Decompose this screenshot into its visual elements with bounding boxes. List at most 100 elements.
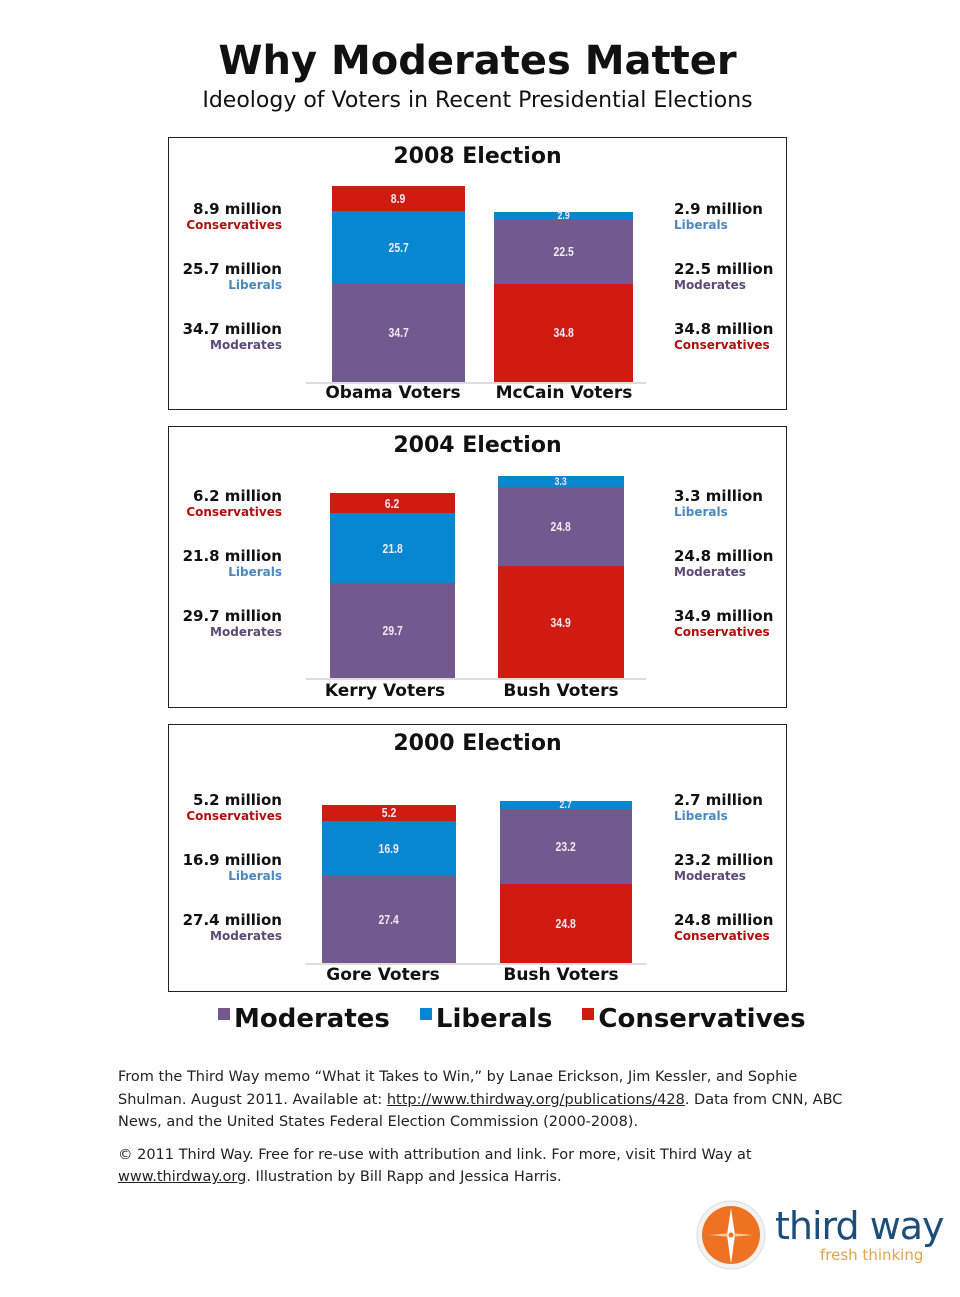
annotation-category: Liberals xyxy=(674,505,728,519)
annotation-value: 8.9 million xyxy=(193,200,282,218)
bar-segment-moderates: 27.4 xyxy=(322,875,456,963)
bar-segment-moderates: 22.5 xyxy=(494,219,633,284)
bar-segment-liberals: 25.7 xyxy=(332,211,465,284)
annotation-category: Moderates xyxy=(210,338,282,352)
bar-segment-moderates: 29.7 xyxy=(330,582,455,678)
side-annotation: 2.9 million Liberals xyxy=(674,200,824,232)
data-label: 8.9 xyxy=(391,190,406,206)
x-tick-label: Gore Voters xyxy=(326,965,440,985)
side-annotation: 23.2 million Moderates xyxy=(674,851,824,883)
publication-link[interactable]: http://www.thirdway.org/publications/428 xyxy=(386,1091,685,1108)
annotation-value: 27.4 million xyxy=(182,911,282,929)
annotation-value: 34.8 million xyxy=(674,320,774,338)
side-annotation: 34.9 million Conservatives xyxy=(674,607,824,639)
side-annotation: 6.2 million Conservatives xyxy=(132,487,282,519)
source-note: From the Third Way memo “What it Takes t… xyxy=(118,1066,858,1199)
annotation-category: Liberals xyxy=(674,809,728,823)
legend-item-liberals: Liberals xyxy=(419,1004,553,1034)
annotation-value: 5.2 million xyxy=(193,791,282,809)
data-label: 5.2 xyxy=(381,805,397,821)
annotation-value: 24.8 million xyxy=(674,547,774,565)
annotation-category: Conservatives xyxy=(674,338,770,352)
x-tick-label: Kerry Voters xyxy=(324,681,446,701)
data-label: 16.9 xyxy=(378,840,400,856)
side-annotation: 22.5 million Moderates xyxy=(674,260,824,292)
bar-segment-conservatives: 34.8 xyxy=(494,283,633,382)
side-annotation: 29.7 million Moderates xyxy=(132,607,282,639)
chart-2000: 2000 Election 27.4 16.9 5.2 Gore Voters 24.8 2… xyxy=(168,724,787,992)
bar-segment-liberals: 2.7 xyxy=(500,799,632,812)
annotation-category: Conservatives xyxy=(186,218,282,232)
source-text: From the Third Way memo “What it Takes t… xyxy=(118,1069,798,1108)
legend: Moderates Liberals Conservatives xyxy=(218,1004,806,1034)
bar-segment-conservatives: 5.2 xyxy=(322,804,456,822)
side-annotation: 25.7 million Liberals xyxy=(132,260,282,292)
bar-segment-liberals: 21.8 xyxy=(330,513,455,583)
legend-label: Moderates xyxy=(234,1004,390,1034)
data-label: 3.3 xyxy=(554,475,568,488)
annotation-category: Liberals xyxy=(674,218,728,232)
annotation-value: 34.9 million xyxy=(674,607,774,625)
bar-segment-conservatives: 8.9 xyxy=(332,185,465,212)
legend-swatch xyxy=(419,1008,432,1020)
annotation-value: 25.7 million xyxy=(182,260,282,278)
bar-segment-conservatives: 24.8 xyxy=(500,883,632,963)
chart-2008: 2008 Election 34.7 25.7 8.9 Obama Voters 34.8… xyxy=(168,137,787,410)
legend-label: Conservatives xyxy=(598,1004,806,1034)
legend-item-conservatives: Conservatives xyxy=(582,1004,806,1034)
side-annotation: 3.3 million Liberals xyxy=(674,487,824,519)
annotation-category: Conservatives xyxy=(674,929,770,943)
legend-item-moderates: Moderates xyxy=(218,1004,390,1034)
annotation-category: Conservatives xyxy=(674,625,770,639)
data-label: 34.8 xyxy=(553,325,574,341)
side-annotation: 34.8 million Conservatives xyxy=(674,320,824,352)
annotation-category: Conservatives xyxy=(186,505,282,519)
x-tick-label: Bush Voters xyxy=(503,681,619,701)
bar-segment-liberals: 3.3 xyxy=(498,475,624,488)
side-annotation: 24.8 million Conservatives xyxy=(674,911,824,943)
x-tick-label: Obama Voters xyxy=(325,383,461,403)
baseline xyxy=(306,678,646,680)
data-label: 23.2 xyxy=(555,839,577,854)
annotation-value: 21.8 million xyxy=(182,547,282,565)
annotation-category: Liberals xyxy=(228,278,282,292)
thirdway-link[interactable]: www.thirdway.org xyxy=(118,1169,247,1185)
copyright-text: © 2011 Third Way. Free for re-use with a… xyxy=(118,1146,752,1163)
annotation-category: Liberals xyxy=(228,869,282,883)
page-subtitle: Ideology of Voters in Recent Presidentia… xyxy=(202,88,753,113)
side-annotation: 16.9 million Liberals xyxy=(132,851,282,883)
chart-title: 2004 Election xyxy=(393,433,562,458)
data-label: 29.7 xyxy=(382,622,403,638)
side-annotation: 8.9 million Conservatives xyxy=(132,200,282,232)
page-title: Why Moderates Matter xyxy=(218,38,737,84)
side-annotation: 27.4 million Moderates xyxy=(132,911,282,943)
legend-label: Liberals xyxy=(435,1004,553,1034)
annotation-value: 23.2 million xyxy=(674,851,774,869)
annotation-value: 16.9 million xyxy=(182,851,282,869)
data-label: 27.4 xyxy=(378,911,400,927)
data-label: 34.7 xyxy=(388,325,409,341)
annotation-category: Liberals xyxy=(228,565,282,579)
data-label: 2.9 xyxy=(557,209,570,222)
side-annotation: 2.7 million Liberals xyxy=(674,791,824,823)
annotation-category: Moderates xyxy=(210,625,282,639)
data-label: 6.2 xyxy=(385,495,400,511)
bar-segment-liberals: 16.9 xyxy=(322,821,456,876)
chart-title: 2008 Election xyxy=(393,144,562,169)
baseline xyxy=(306,963,646,965)
side-annotation: 34.7 million Moderates xyxy=(132,320,282,352)
side-annotation: 21.8 million Liberals xyxy=(132,547,282,579)
bar-segment-moderates: 23.2 xyxy=(500,809,632,884)
side-annotation: 24.8 million Moderates xyxy=(674,547,824,579)
chart-2004: 2004 Election 29.7 21.8 6.2 Kerry Voters 34.9… xyxy=(168,426,787,708)
bar-segment-conservatives: 34.9 xyxy=(498,566,624,678)
side-annotation: 5.2 million Conservatives xyxy=(132,791,282,823)
annotation-category: Conservatives xyxy=(186,809,282,823)
data-label: 2.7 xyxy=(559,799,573,812)
bar-segment-conservatives: 6.2 xyxy=(330,493,455,514)
data-label: 24.8 xyxy=(550,519,572,535)
bar-segment-liberals: 2.9 xyxy=(494,209,633,222)
annotation-value: 29.7 million xyxy=(182,607,282,625)
compass-icon xyxy=(696,1200,766,1270)
